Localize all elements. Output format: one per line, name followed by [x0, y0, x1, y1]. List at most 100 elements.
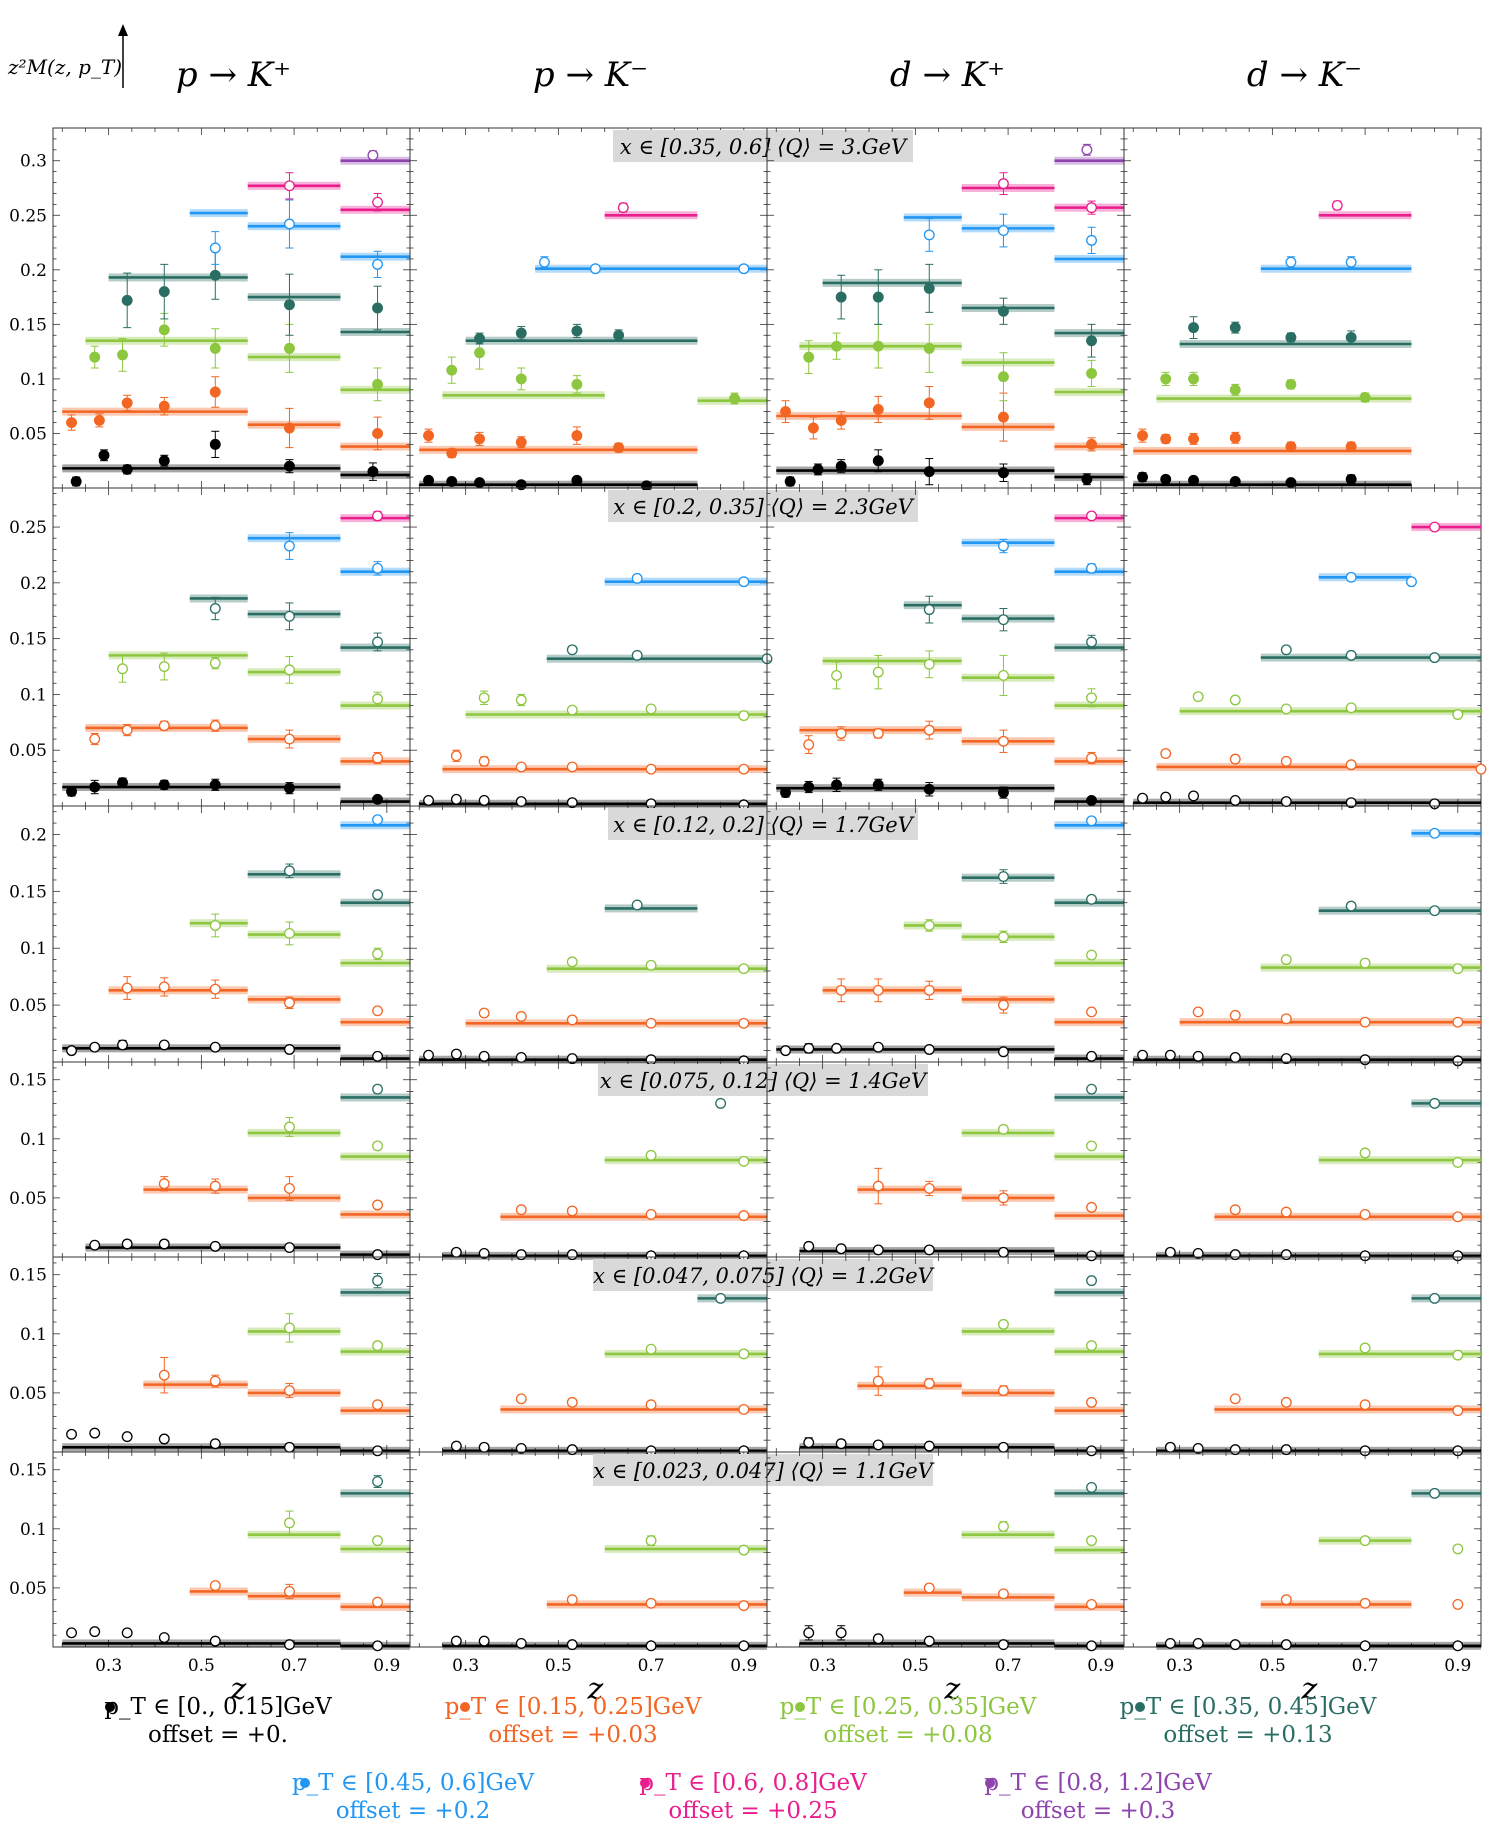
data-point — [1164, 1441, 1176, 1453]
data-point — [372, 1199, 383, 1211]
data-point — [1285, 256, 1297, 268]
data-point — [923, 783, 935, 795]
data-point — [835, 728, 847, 739]
data-point — [613, 329, 625, 341]
data-point — [998, 1123, 1009, 1135]
y-tick-label: 0.15 — [9, 1266, 47, 1286]
data-point — [450, 1246, 462, 1258]
x-axis-label: z — [587, 1672, 604, 1707]
data-point — [1086, 202, 1097, 214]
data-point — [98, 449, 110, 461]
data-point — [515, 1204, 527, 1216]
data-point — [372, 1596, 383, 1608]
data-point — [998, 931, 1009, 943]
data-point — [1086, 752, 1097, 764]
x-tick-label: 0.9 — [1444, 1656, 1471, 1676]
legend-offset: offset = +0. — [148, 1722, 288, 1748]
data-point — [631, 899, 643, 911]
data-point — [835, 291, 847, 303]
x-tick-label: 0.7 — [1352, 1656, 1379, 1676]
data-point — [566, 644, 578, 656]
x-tick-label: 0.3 — [95, 1656, 122, 1676]
panel — [1123, 127, 1482, 489]
data-point — [1285, 477, 1297, 488]
data-point — [478, 692, 490, 704]
data-point — [566, 761, 578, 773]
data-point — [1229, 1249, 1241, 1261]
data-point — [835, 1438, 847, 1450]
data-point — [372, 196, 383, 208]
data-point — [998, 999, 1009, 1011]
data-point — [872, 1633, 884, 1645]
data-point — [284, 1121, 295, 1133]
data-point — [998, 614, 1009, 626]
data-point — [450, 750, 462, 762]
data-point — [121, 294, 133, 306]
data-point — [923, 1244, 935, 1256]
panel: x ∈ [0.047, 0.075] ⟨Q⟩ = 1.2GeV — [409, 1256, 935, 1457]
legend-marker — [795, 1702, 805, 1712]
data-point — [158, 981, 170, 993]
data-point — [645, 763, 657, 775]
panel: 0.05 0.1 0.15 0.2 0.25 — [9, 487, 411, 807]
data-point — [738, 963, 750, 975]
data-point — [121, 1238, 133, 1250]
data-point — [1160, 473, 1172, 485]
data-point — [566, 1594, 578, 1606]
data-point — [1345, 759, 1357, 771]
data-point — [1188, 433, 1199, 445]
data-point — [923, 282, 935, 294]
data-point — [372, 428, 383, 439]
data-point — [1280, 1053, 1292, 1065]
data-point — [1086, 893, 1097, 905]
y-tick-label: 0.1 — [20, 370, 47, 390]
data-point — [645, 703, 657, 715]
data-point — [515, 436, 527, 448]
x-tick-label: 0.5 — [1259, 1656, 1286, 1676]
data-point — [372, 1535, 383, 1547]
y-tick-label: 0.05 — [9, 741, 47, 761]
panel: 0.05 0.1 0.15 — [9, 1256, 411, 1457]
data-point — [645, 1149, 657, 1161]
data-point — [372, 1005, 383, 1017]
data-point — [515, 1249, 527, 1261]
x-tick-label: 0.9 — [1087, 1656, 1114, 1676]
data-point — [998, 1318, 1009, 1330]
data-point — [645, 1535, 657, 1547]
data-point — [1452, 709, 1464, 720]
data-point — [998, 540, 1009, 552]
data-point — [515, 373, 527, 385]
data-point — [631, 572, 643, 584]
data-point — [1086, 1250, 1097, 1262]
data-point — [284, 1044, 295, 1055]
data-point — [372, 1340, 383, 1352]
data-point — [835, 1243, 847, 1255]
data-point — [1345, 256, 1357, 268]
data-point — [474, 333, 485, 344]
data-point — [872, 1244, 884, 1256]
data-point — [1452, 1211, 1464, 1223]
data-point — [158, 286, 170, 298]
data-point — [515, 1011, 527, 1022]
data-point — [998, 1246, 1009, 1258]
data-point — [66, 786, 77, 797]
legend-pt-range: p_T ∈ [0.15, 0.25]GeV — [445, 1694, 702, 1720]
data-point — [1285, 378, 1297, 390]
data-point — [1086, 1006, 1097, 1018]
data-point — [923, 1582, 935, 1594]
data-point — [284, 299, 295, 311]
panel: x ∈ [0.12, 0.2] ⟨Q⟩ = 1.7GeV — [409, 805, 918, 1067]
data-point — [209, 342, 221, 354]
data-point — [738, 1600, 750, 1612]
data-point — [1229, 694, 1241, 706]
data-point — [450, 1635, 462, 1647]
data-point — [1345, 441, 1357, 452]
data-point — [1086, 815, 1097, 827]
panel: 0.05 0.1 0.15 0.2 0.25 0.3 — [9, 127, 411, 489]
data-point — [566, 1205, 578, 1217]
row-label-box — [598, 1064, 928, 1096]
data-point — [715, 1292, 727, 1304]
data-point — [872, 404, 884, 415]
